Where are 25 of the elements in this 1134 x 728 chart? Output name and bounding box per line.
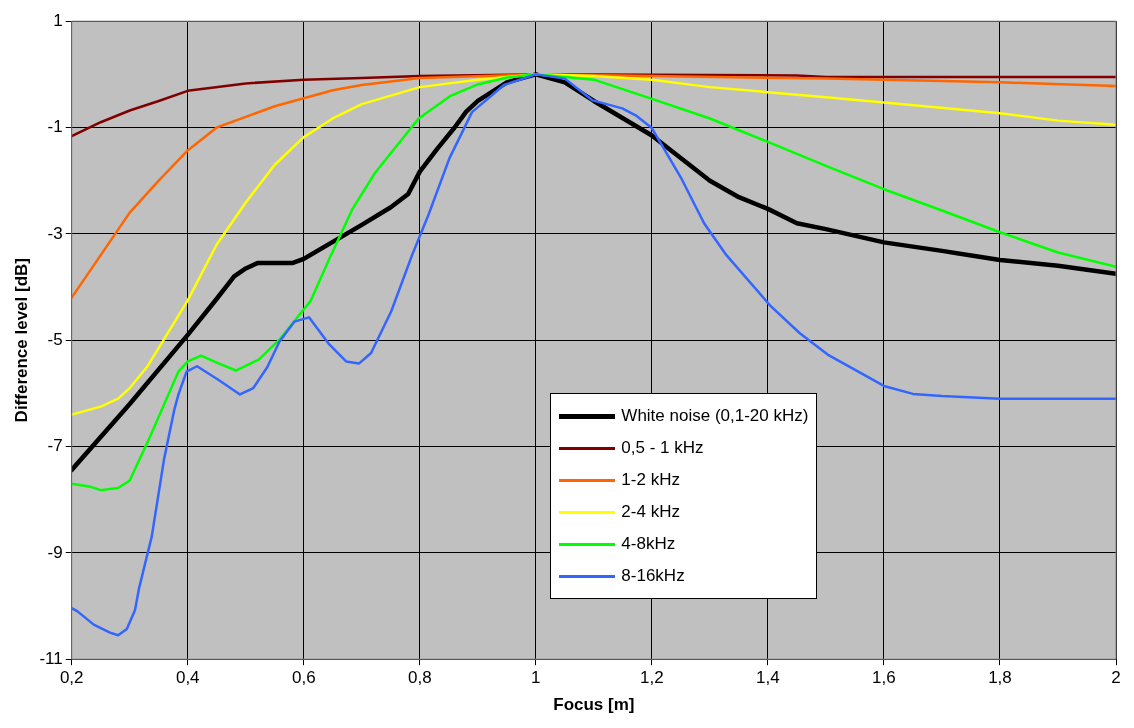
x-tick-label: 0,8 [407, 668, 432, 688]
x-tick-label: 2 [1111, 668, 1121, 688]
y-tick-label: -7 [47, 436, 63, 456]
y-axis-title: Difference level [dB] [11, 258, 31, 423]
x-tick-label: 0,6 [291, 668, 316, 688]
y-tick-label: -9 [47, 542, 63, 562]
legend-label: 2-4 kHz [621, 502, 680, 523]
legend-label: 0,5 - 1 kHz [621, 438, 704, 459]
legend-label: White noise (0,1-20 kHz) [621, 406, 809, 427]
x-tick-label: 0,4 [175, 668, 200, 688]
x-tick-label: 1 [531, 668, 541, 688]
legend-label: 1-2 kHz [621, 470, 680, 491]
x-tick-label: 1,8 [988, 668, 1012, 688]
x-tick-label: 1,6 [872, 668, 896, 688]
y-tick-label: -3 [47, 223, 63, 243]
y-tick-label: -5 [47, 329, 63, 349]
x-tick-label: 1,4 [756, 668, 780, 688]
legend-label: 4-8kHz [621, 534, 676, 555]
y-tick-label: -1 [47, 117, 63, 137]
legend-label: 8-16kHz [621, 566, 685, 587]
y-tick-label: 1 [53, 10, 63, 30]
y-tick-label: -11 [39, 648, 63, 668]
x-axis-title: Focus [m] [553, 695, 635, 715]
x-tick-label: 1,2 [640, 668, 664, 688]
x-tick-label: 0,2 [59, 668, 84, 688]
